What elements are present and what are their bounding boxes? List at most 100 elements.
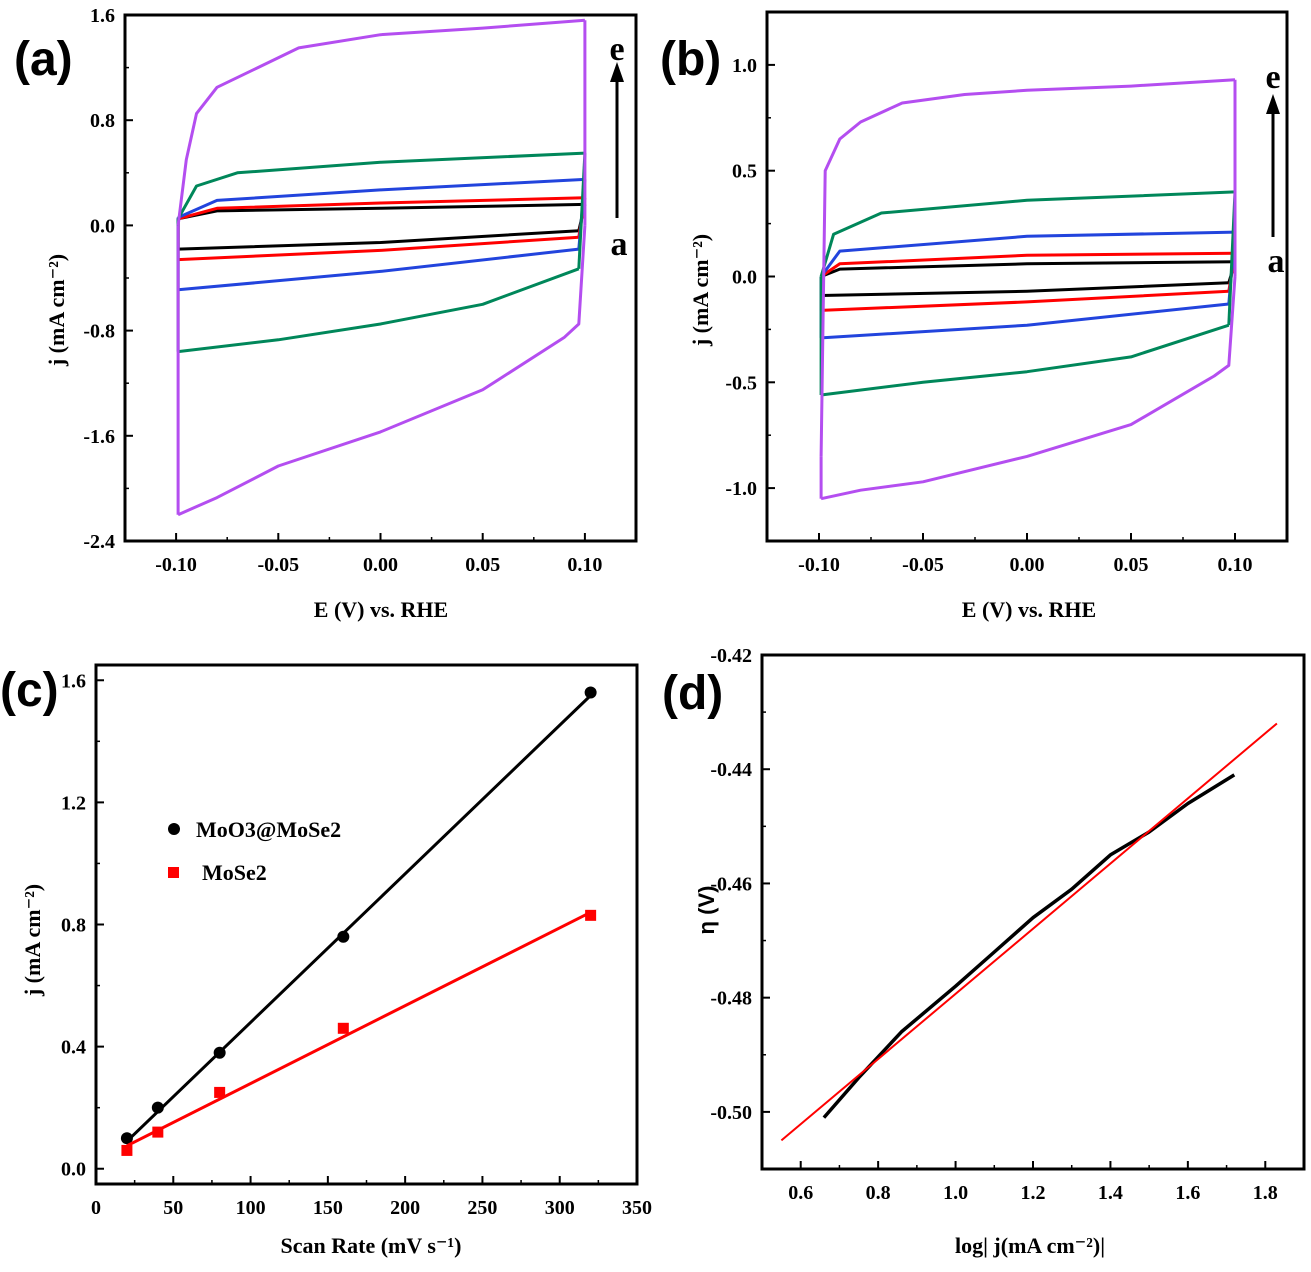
x-axis-title-b: E (V) vs. RHE [962,597,1096,622]
annotation-top-a: e [609,31,624,68]
cv-curve-upper-2 [177,177,585,219]
cv-curve-upper-1 [820,251,1236,278]
x-tick-label: 250 [467,1197,497,1219]
panel-label-d: (d) [662,667,723,720]
cv-curve-lower-2 [177,247,579,292]
arrow-head-b [1266,94,1280,114]
x-tick-label: 0.10 [567,554,602,576]
y-tick-label: -0.8 [83,321,115,343]
x-axis-title-d: log| j(mA cm⁻²)| [955,1233,1105,1258]
y-axis-title-a: j (mA cm⁻²) [44,254,69,367]
annotation-bottom-a: a [611,226,628,263]
x-axis-title-c: Scan Rate (mV s⁻¹) [281,1233,462,1258]
panel-d: (d) 0.6 0.8 1.0 1.2 1.4 1.6 1.8 -0.50 -0.48 -0.46… [662,645,1306,1258]
y-tick-label: -1.6 [83,426,115,448]
panel-label-a: (a) [14,33,73,86]
y-tick-label: 0.5 [732,161,757,183]
y-tick-label: 0.0 [90,215,115,237]
x-tick-label: -0.10 [155,554,197,576]
x-tick-label: 1.8 [1253,1182,1278,1204]
cv-curve-lower-4 [820,276,1237,501]
x-tick-label: 350 [622,1197,652,1219]
series-b [819,78,1237,501]
cv-curve-lower-4 [177,225,587,517]
y-tick-label: 0.0 [61,1159,86,1181]
annotation-bottom-b: a [1268,243,1285,280]
data-point-0 [337,930,350,943]
y-tick-label: -0.42 [710,645,752,667]
x-tick-label: 300 [545,1197,575,1219]
y-tick-label: -0.48 [710,988,752,1010]
plot-frame-a [123,13,638,543]
y-tick-label: 1.6 [90,5,115,27]
y-tick-label: -1.0 [725,478,757,500]
series-a [176,18,587,517]
cv-curve-lower-2 [821,302,1229,340]
data-point-1 [152,1126,164,1138]
data-point-0 [213,1046,226,1059]
tafel-curve [822,773,1236,1119]
x-tick-label: 200 [390,1197,420,1219]
cv-curve-upper-3 [819,190,1236,277]
fit-line-0 [125,694,592,1143]
y-tick-label: -0.5 [725,372,757,394]
data-point-1 [585,909,597,921]
series-c [120,686,597,1156]
tafel-fit-line [780,722,1278,1142]
panel-a: (a) -0.10 -0.05 0.00 0.05 0.10 -2.4 -1.6 -0.8 0.… [14,5,638,622]
x-tick-label: 1.4 [1098,1182,1123,1204]
cv-curve-lower-1 [821,289,1229,312]
x-tick-label: 0.8 [866,1182,891,1204]
x-tick-label: 0.00 [1010,554,1045,576]
legend-label-mose2: MoSe2 [202,860,267,885]
y-tick-label: -0.44 [710,759,752,781]
cv-curve-lower-1 [178,235,579,262]
y-tick-label: -0.50 [710,1102,752,1124]
cv-curve-lower-0 [178,229,579,251]
cv-curve-upper-3 [176,151,585,220]
cv-curve-upper-4 [819,78,1236,457]
plot-frame-d [760,653,1306,1171]
y-tick-label: -2.4 [83,531,115,553]
y-axis-title-b: j (mA cm⁻²) [688,234,713,347]
cv-curve-lower-3 [820,323,1230,397]
arrow-a [610,62,624,218]
ticks-c: 0 50 100 150 200 250 300 350 0.0 0.4 0.8 1.2 1.6 [61,670,652,1219]
ticks-d: 0.6 0.8 1.0 1.2 1.4 1.6 1.8 -0.50 -0.48 -0.46 -0.4… [710,645,1277,1204]
x-tick-label: -0.10 [798,554,840,576]
y-tick-label: -0.46 [710,873,752,895]
cv-curve-upper-2 [819,230,1236,278]
cv-curve-upper-0 [820,260,1236,278]
plot-frame-c [94,663,639,1186]
x-tick-label: 0.10 [1218,554,1253,576]
x-tick-label: 0.6 [788,1182,813,1204]
cv-curve-upper-4 [176,18,586,226]
data-point-1 [337,1022,349,1034]
ticks-a: -0.10 -0.05 0.00 0.05 0.10 -2.4 -1.6 -0.8 0.0 0.8… [83,5,602,576]
y-axis-title-d: η (V) [694,886,719,935]
arrow-b [1266,94,1280,237]
fit-line-1 [126,910,592,1148]
panel-b: (b) -0.10 -0.05 0.00 0.05 0.10 -1.0 -0.5 0.0 0.5… [660,10,1289,622]
y-axis-title-c: j (mA cm⁻²) [20,884,45,997]
x-tick-label: -0.05 [257,554,299,576]
y-tick-label: 1.0 [732,55,757,77]
x-tick-label: -0.05 [902,554,944,576]
legend-label-moo3-mose2: MoO3@MoSe2 [196,817,341,842]
y-tick-label: 0.8 [61,915,86,937]
y-tick-label: 0.0 [732,267,757,289]
legend-marker-mose2 [168,867,179,878]
cv-curve-upper-1 [177,196,585,221]
panel-c: (c) 0 50 100 150 200 250 300 350 0.0 0.4 0.8 1.2 1.6… [0,663,652,1258]
y-tick-label: 1.6 [61,670,86,692]
annotation-top-b: e [1265,59,1280,96]
series-d [780,722,1278,1142]
x-tick-label: 0.05 [465,554,500,576]
x-tick-label: 50 [163,1197,183,1219]
data-point-0 [151,1101,164,1114]
data-point-1 [214,1086,226,1098]
legend-c: MoO3@MoSe2 MoSe2 [168,817,341,885]
panel-label-b: (b) [660,33,721,86]
y-tick-label: 0.8 [90,110,115,132]
